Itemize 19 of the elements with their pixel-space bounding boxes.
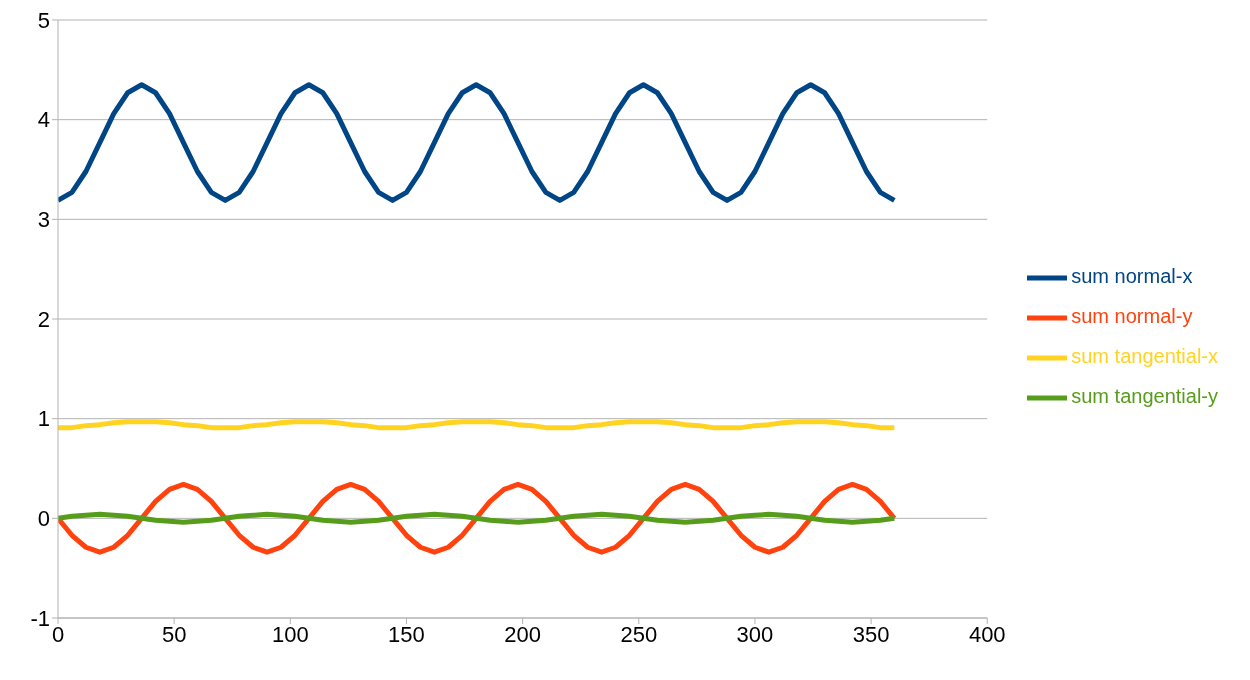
y-tick-label: -1 [30, 605, 50, 631]
legend-label: sum tangential-x [1071, 345, 1218, 368]
x-tick-label: 300 [736, 621, 774, 647]
x-tick-label: 400 [968, 621, 1006, 647]
x-tick-label: 200 [504, 621, 541, 647]
y-tick-label: 0 [37, 506, 50, 532]
x-tick-label: 100 [271, 621, 309, 647]
y-tick-label: 5 [37, 7, 50, 33]
y-tick-label: 2 [37, 306, 50, 332]
legend-label: sum normal-x [1071, 265, 1193, 288]
legend-label: sum tangential-y [1071, 385, 1218, 408]
y-tick-label: 1 [37, 406, 50, 432]
y-tick-label: 3 [37, 207, 50, 233]
x-tick-label: 250 [620, 621, 658, 647]
y-tick-label: 4 [37, 107, 50, 133]
legend-label: sum normal-y [1071, 305, 1193, 328]
x-tick-label: 150 [388, 621, 425, 647]
x-tick-label: 50 [161, 621, 187, 647]
x-tick-label: 350 [852, 621, 890, 647]
